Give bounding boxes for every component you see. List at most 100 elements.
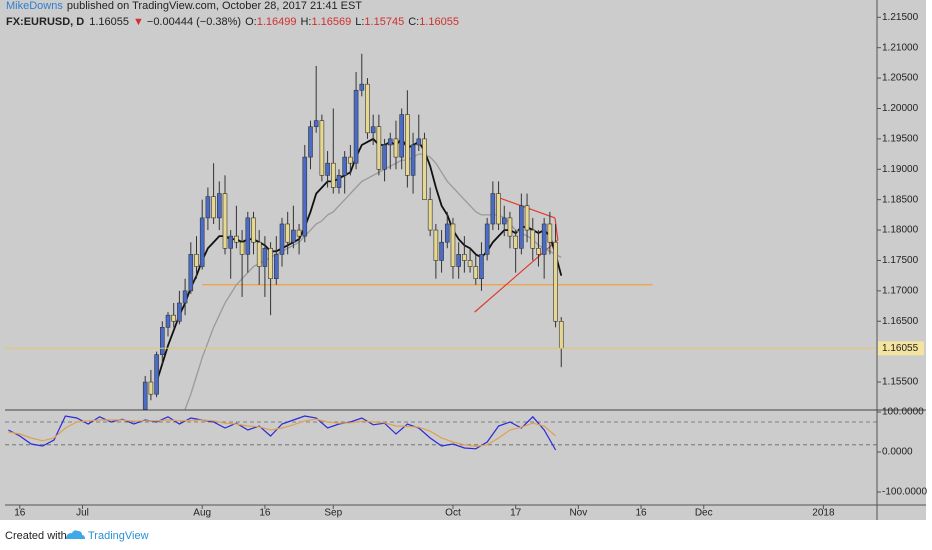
- publish-line: MikeDowns published on TradingView.com, O…: [6, 0, 362, 12]
- candle-body: [239, 241, 245, 255]
- candle-body: [444, 223, 450, 243]
- candle-body: [541, 223, 547, 255]
- close-value: 1.16055: [419, 16, 459, 28]
- candle-body: [433, 229, 439, 261]
- candle-body: [393, 138, 399, 158]
- candle-body: [319, 120, 325, 176]
- candle-body: [439, 241, 444, 261]
- candle-body: [285, 223, 290, 243]
- brand-icon: [66, 530, 85, 539]
- change: −0.00444 (−0.38%): [147, 16, 241, 28]
- candle-body: [376, 126, 382, 170]
- candle-body: [547, 223, 553, 243]
- candle-body: [490, 193, 496, 225]
- candle-body: [279, 223, 285, 255]
- candle-body: [519, 205, 524, 249]
- high-label: H:: [300, 16, 311, 28]
- candle-body: [353, 89, 359, 164]
- rsi-line: [8, 418, 556, 448]
- footer-text: Created with: [5, 530, 67, 542]
- candle-body: [251, 217, 256, 243]
- x-tick-label: Sep: [324, 508, 342, 519]
- candle-body: [348, 156, 353, 164]
- y-tick-label: 1.19000: [882, 164, 919, 175]
- publish-text: published on TradingView.com, October 28…: [67, 0, 362, 12]
- candle-body: [188, 254, 194, 292]
- candle-body: [484, 223, 490, 255]
- candle-body: [308, 126, 313, 158]
- rsi-panel: [5, 415, 877, 451]
- y-tick-label: 1.18000: [882, 225, 919, 236]
- candle-body: [501, 217, 507, 225]
- author: MikeDowns: [6, 0, 63, 12]
- x-tick-label: 16: [635, 508, 647, 519]
- candle-body: [262, 247, 268, 267]
- candle-body: [211, 196, 216, 219]
- candle-body: [473, 266, 479, 279]
- candle-body: [399, 114, 404, 158]
- candle-body: [182, 290, 188, 304]
- candle-body: [325, 162, 330, 176]
- footer-brand: TradingView: [88, 530, 149, 542]
- candle-body: [268, 247, 273, 279]
- candle-body: [507, 217, 513, 237]
- candle-body: [313, 120, 319, 128]
- candle-body: [217, 193, 222, 219]
- candle-body: [222, 193, 228, 249]
- y-tick-label: 1.21000: [882, 42, 919, 53]
- axes: 1.15500 1.16500 1.17000 1.17500 1.18000 1.185…: [5, 0, 927, 520]
- symbol-line: FX:EURUSD, D 1.16055 ▼ −0.00444 (−0.38%) O:1…: [6, 16, 459, 28]
- candle-body: [291, 229, 296, 243]
- candle-body: [450, 223, 456, 267]
- brand-cloud: [66, 530, 85, 539]
- candle-body: [171, 314, 176, 322]
- candle-body: [387, 138, 393, 146]
- last-price-box: [878, 341, 924, 356]
- low-value: 1.15745: [364, 16, 404, 28]
- open-value: 1.16499: [257, 16, 297, 28]
- trend-line: [554, 217, 559, 240]
- candle-body: [553, 241, 558, 322]
- x-tick-label: Nov: [569, 508, 587, 519]
- y-tick-label: 1.15500: [882, 377, 919, 388]
- candle-body: [496, 193, 501, 225]
- high-value: 1.16569: [311, 16, 351, 28]
- candle-body: [359, 83, 365, 91]
- candle-body: [205, 196, 211, 219]
- candle-body: [382, 144, 387, 170]
- price-panel: [5, 53, 877, 410]
- y-tick-label: 1.17500: [882, 255, 919, 266]
- low-label: L:: [355, 16, 364, 28]
- symbol: FX:EURUSD, D: [6, 16, 84, 28]
- candle-body: [467, 260, 473, 267]
- candle-body: [462, 254, 467, 261]
- open-label: O:: [245, 16, 257, 28]
- candle-body: [524, 205, 530, 231]
- last-price: 1.16055: [89, 16, 129, 28]
- y-tick-label: 0.0000: [882, 447, 913, 458]
- x-tick-label: Dec: [695, 508, 713, 519]
- y-tick-label: 100.0000: [882, 407, 924, 418]
- candle-body: [194, 254, 199, 267]
- candle-body: [302, 156, 308, 237]
- y-tick-label: 1.18500: [882, 194, 919, 205]
- candle-body: [165, 314, 171, 328]
- candle-body: [296, 229, 302, 237]
- candle-body: [154, 354, 159, 395]
- y-tick-label: -100.0000: [882, 487, 927, 498]
- candle-body: [273, 254, 279, 279]
- last-price-label: 1.16055: [882, 343, 919, 354]
- candle-body: [148, 381, 154, 395]
- candle-body: [530, 229, 536, 249]
- candle-body: [513, 235, 518, 249]
- candle-body: [336, 175, 342, 188]
- candle-body: [410, 144, 416, 176]
- x-tick-label: 17: [510, 508, 522, 519]
- candle-body: [177, 302, 182, 322]
- candle-body: [256, 241, 262, 267]
- y-tick-label: 1.20000: [882, 103, 919, 114]
- candle-body: [416, 138, 422, 146]
- candle-body: [536, 247, 541, 255]
